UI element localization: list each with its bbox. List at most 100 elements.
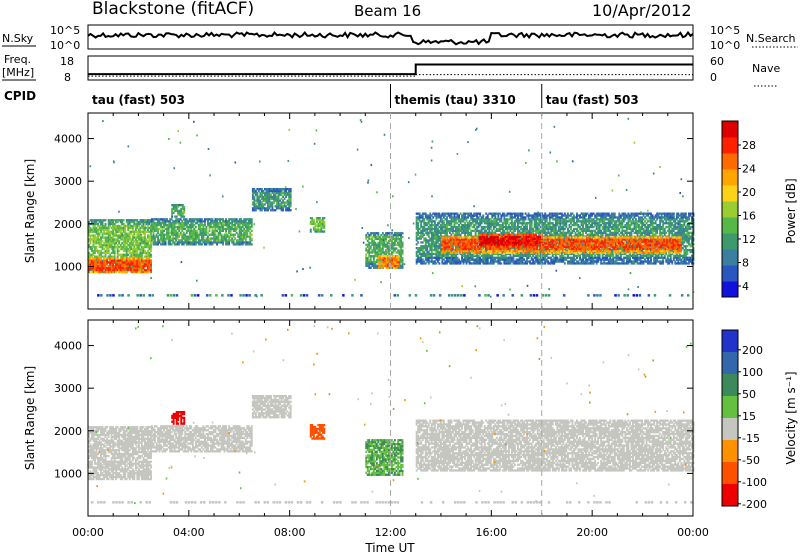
heatmap-cell [539, 212, 542, 215]
heatmap-cell [246, 235, 249, 238]
heatmap-cell [88, 224, 90, 228]
heatmap-cell [383, 264, 386, 267]
heatmap-cell [532, 260, 535, 263]
heatmap-cell [430, 243, 433, 246]
heatmap-cell [491, 212, 494, 215]
heatmap-cell [461, 220, 463, 223]
heatmap-cell [277, 201, 280, 204]
heatmap-cell [137, 234, 140, 237]
heatmap-cell [181, 229, 184, 232]
heatmap-cell [501, 233, 504, 236]
heatmap-cell [271, 203, 274, 206]
heatmap-cell [371, 235, 374, 239]
heatmap-cell [438, 220, 441, 223]
heatmap-cell [565, 224, 568, 227]
heatmap-cell [150, 221, 152, 224]
heatmap-cell [420, 262, 423, 265]
heatmap-cell [503, 260, 506, 263]
heatmap-cell [576, 218, 578, 221]
heatmap-cell [570, 214, 572, 217]
heatmap-cell [125, 259, 128, 262]
heatmap-cell [530, 218, 533, 221]
heatmap-cell [489, 258, 492, 261]
heatmap-cell [152, 231, 155, 234]
heatmap-cell [556, 256, 559, 259]
heatmap-cell [175, 220, 178, 223]
heatmap-cell [180, 211, 183, 214]
heatmap-cell [103, 224, 105, 228]
heatmap-cell [204, 241, 206, 244]
heatmap-cell [214, 231, 217, 234]
heatmap-cell [137, 245, 140, 249]
heatmap-cell [429, 212, 432, 215]
heatmap-cell [98, 219, 101, 222]
heatmap-cell [128, 265, 131, 268]
heatmap-cell [562, 214, 565, 217]
heatmap-cell [190, 241, 193, 244]
heatmap-cell [391, 247, 393, 250]
heatmap-cell [116, 224, 119, 228]
heatmap-cell [97, 263, 99, 266]
heatmap-cell [238, 235, 241, 238]
heatmap-cell [247, 243, 250, 246]
heatmap-cell [497, 252, 500, 256]
heatmap-cell [262, 197, 265, 200]
heatmap-cell [137, 232, 140, 235]
heatmap-cell [128, 255, 131, 258]
heatmap-cell [262, 203, 265, 206]
heatmap-cell [231, 233, 234, 236]
heatmap-cell [491, 216, 494, 219]
heatmap-cell [202, 231, 205, 234]
heatmap-cell [104, 253, 107, 256]
heatmap-cell [144, 219, 146, 222]
heatmap-cell [139, 232, 142, 235]
heatmap-cell [154, 237, 156, 240]
heatmap-cell [231, 227, 234, 231]
heatmap-cell [515, 260, 518, 263]
heatmap-cell [539, 220, 542, 223]
heatmap-cell [257, 189, 260, 193]
heatmap-cell [94, 251, 96, 254]
heatmap-cell [147, 270, 149, 274]
heatmap-cell [424, 212, 427, 215]
heatmap-cell [467, 222, 469, 225]
heatmap-cell [89, 242, 92, 245]
heatmap-cell [246, 224, 249, 227]
heatmap-cell [435, 241, 438, 244]
heatmap-cell [271, 188, 274, 191]
heatmap-cell [517, 231, 519, 234]
heatmap-cell [127, 263, 130, 266]
heatmap-cell [277, 191, 280, 195]
heatmap-cell [492, 231, 495, 234]
heatmap-cell [536, 227, 539, 231]
heatmap-cell [429, 229, 432, 232]
heatmap-cell [151, 235, 153, 238]
heatmap-cell [467, 258, 469, 261]
heatmap-cell [547, 256, 550, 259]
heatmap-cell [213, 235, 215, 238]
heatmap-cell [94, 234, 96, 237]
heatmap-cell [98, 244, 101, 247]
heatmap-cell [544, 222, 547, 225]
heatmap-cell [88, 259, 90, 262]
heatmap-cell [127, 268, 130, 272]
heatmap-cell [211, 233, 214, 236]
heatmap-cell [366, 251, 369, 254]
heatmap-cell [573, 216, 575, 219]
heatmap-cell [498, 212, 501, 215]
heatmap-cell [485, 216, 488, 219]
heatmap-cell [391, 253, 393, 256]
heatmap-cell [447, 260, 450, 263]
heatmap-cell [107, 224, 110, 228]
heatmap-cell [450, 224, 453, 227]
heatmap-cell [461, 258, 463, 261]
heatmap-cell [228, 224, 231, 227]
heatmap-cell [456, 231, 459, 234]
heatmap-cell [449, 216, 451, 219]
heatmap-cell [397, 251, 399, 254]
heatmap-cell [315, 220, 318, 224]
heatmap-cell [249, 233, 252, 236]
heatmap-cell [191, 220, 194, 223]
heatmap-cell [133, 263, 136, 266]
heatmap-cell [94, 267, 96, 270]
